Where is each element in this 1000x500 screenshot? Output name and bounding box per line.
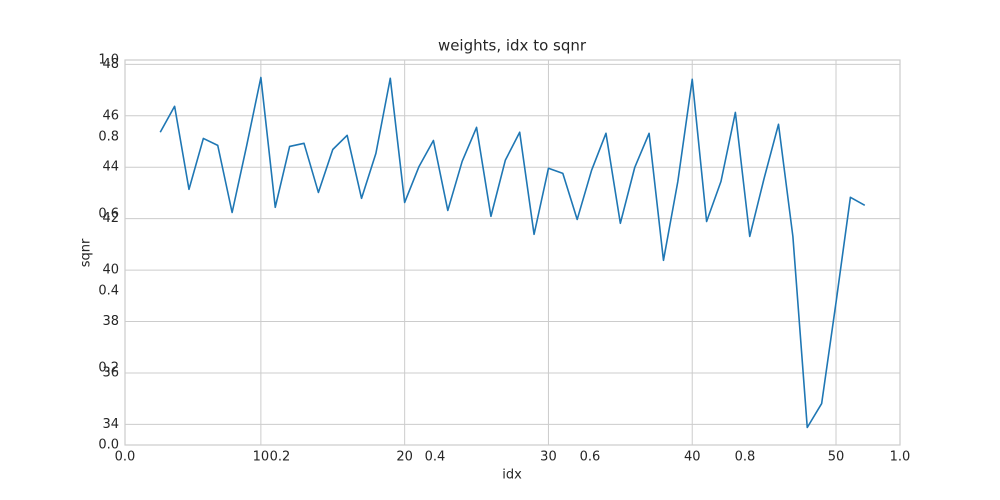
y-tick-label: 40 [102, 263, 119, 278]
y-tick-label: 36 [102, 365, 119, 380]
x-tick-label: 30 [540, 450, 557, 465]
data-line [159, 76, 866, 429]
x-axis-label: idx [502, 468, 522, 483]
x-tick-label: 40 [684, 450, 701, 465]
x-tick-label: 50 [828, 450, 845, 465]
x-tick-label: 0.8 [735, 450, 756, 465]
y-tick-label: 0.6 [98, 207, 119, 222]
x-tick-label: 0.0 [115, 450, 136, 465]
y-tick-label: 44 [102, 160, 119, 175]
x-tick-label: 0.2 [270, 450, 291, 465]
y-tick-label: 38 [102, 314, 119, 329]
y-tick-label: 34 [102, 417, 119, 432]
x-tick-label: 1.0 [890, 450, 911, 465]
y-tick-label: 1.0 [98, 53, 119, 68]
y-tick-label: 0.8 [98, 130, 119, 145]
y-tick-label: 0.2 [98, 361, 119, 376]
plot-frame [124, 59, 901, 446]
y-tick-label: 48 [102, 57, 119, 72]
x-tick-label: 10 [253, 450, 270, 465]
y-tick-label: 0.0 [98, 438, 119, 453]
y-tick-label: 46 [102, 108, 119, 123]
x-tick-label: 0.4 [425, 450, 446, 465]
y-tick-label: 0.4 [98, 284, 119, 299]
chart-title: weights, idx to sqnr [438, 37, 587, 55]
x-tick-label: 0.6 [580, 450, 601, 465]
y-tick-label: 42 [102, 211, 119, 226]
x-tick-label: 20 [396, 450, 413, 465]
plot-area [125, 60, 900, 445]
y-axis-label: sqnr [79, 238, 94, 267]
